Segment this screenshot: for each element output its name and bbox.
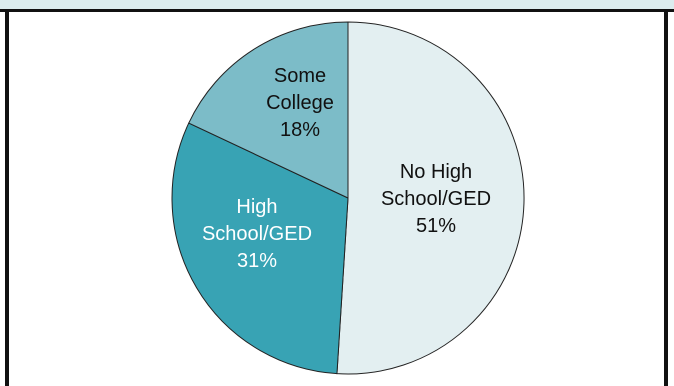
slice-label-line: No High	[400, 161, 472, 183]
slice-percent-1: 31%	[237, 250, 277, 272]
slice-label-line: Some	[274, 65, 326, 87]
pie-slice-1	[171, 122, 349, 375]
slice-label-0: No High School/GED 51%	[381, 161, 491, 237]
slice-label-line: College	[266, 92, 334, 114]
header-band	[0, 0, 674, 12]
slice-label-line: High	[236, 196, 277, 218]
slice-label-line: School/GED	[381, 188, 491, 210]
slice-label-line: School/GED	[202, 223, 312, 245]
slice-label-1: High School/GED 31%	[202, 196, 312, 272]
pie-slice-2	[188, 21, 349, 199]
slice-percent-0: 51%	[416, 215, 456, 237]
slice-percent-2: 18%	[280, 119, 320, 141]
pie-slice-0	[336, 21, 525, 375]
slice-label-2: Some College 18%	[266, 65, 334, 141]
